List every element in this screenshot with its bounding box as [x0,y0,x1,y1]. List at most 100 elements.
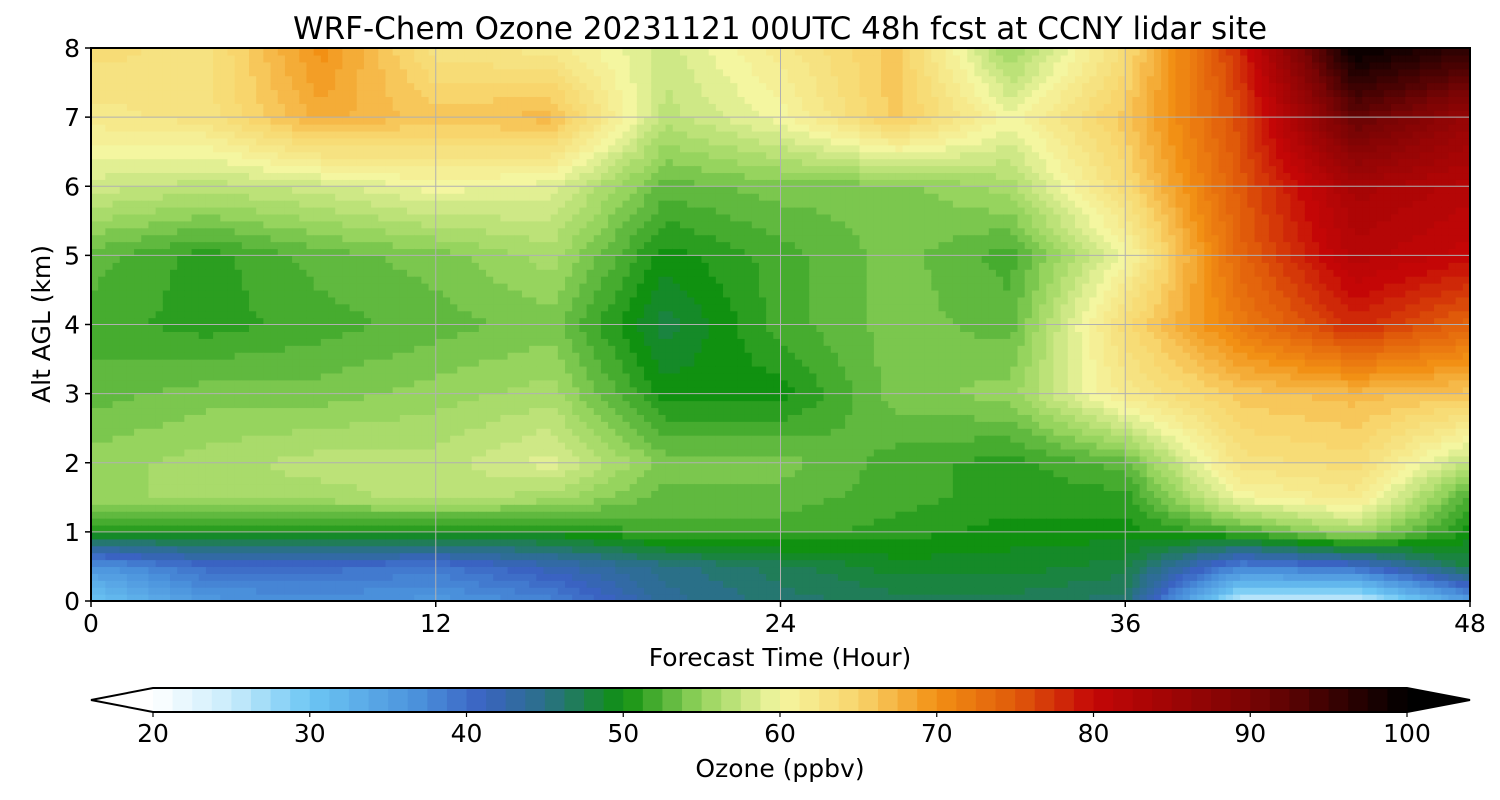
heatmap-cell [191,276,200,284]
heatmap-cell [105,213,114,222]
heatmap-cell [335,324,343,333]
heatmap-cell [529,96,537,104]
heatmap-cell [263,448,272,457]
heatmap-cell [335,296,343,305]
heatmap-cell [184,248,193,256]
heatmap-cell [363,490,372,498]
heatmap-cell [450,490,458,498]
heatmap-cell [385,110,394,118]
heatmap-cell [306,545,315,554]
heatmap-cell [213,407,221,415]
heatmap-cell [356,338,365,346]
heatmap-cell [313,455,322,464]
heatmap-cell [363,359,372,367]
heatmap-cell [119,504,128,512]
heatmap-cell [385,303,394,312]
heatmap-cell [442,296,451,305]
heatmap-cell [227,428,236,436]
heatmap-cell [428,559,437,568]
heatmap-cell [478,497,487,505]
heatmap-cell [105,289,114,298]
heatmap-cell [486,262,494,270]
heatmap-cell [205,193,214,201]
heatmap-cell [191,110,200,118]
heatmap-cell [328,497,336,505]
heatmap-cell [320,580,329,588]
heatmap-cell [493,580,501,588]
heatmap-cell [407,262,415,270]
heatmap-cell [227,220,236,229]
heatmap-cell [320,310,329,319]
heatmap-cell [98,110,106,118]
heatmap-cell [457,289,466,298]
heatmap-cell [471,414,480,422]
heatmap-cell [184,269,193,277]
heatmap-cell [378,296,387,305]
heatmap-cell [335,504,343,512]
heatmap-cell [126,580,135,588]
heatmap-cell [521,573,530,581]
heatmap-cell [191,511,200,519]
heatmap-cell [134,566,142,574]
heatmap-cell [407,469,415,478]
heatmap-cell [292,276,300,284]
heatmap-cell [141,296,150,305]
heatmap-cell [299,455,308,464]
heatmap-cell [105,241,114,250]
heatmap-cell [478,48,487,56]
heatmap-cell [91,359,99,367]
heatmap-cell [457,262,466,270]
heatmap-cell [299,255,308,263]
heatmap-cell [428,137,437,146]
heatmap-cell [227,365,236,374]
heatmap-cell [105,393,114,402]
heatmap-cell [299,296,308,305]
heatmap-cell [270,414,279,422]
heatmap-cell [241,68,250,77]
heatmap-cell [313,372,322,381]
heatmap-cell [450,518,458,526]
heatmap-cell [342,407,351,415]
heatmap-cell [521,379,530,388]
heatmap-cell [450,428,458,436]
heatmap-cell [328,206,336,215]
heatmap-cell [399,165,408,174]
heatmap-cell [464,310,473,319]
heatmap-cell [270,393,279,402]
heatmap-cell [98,455,106,464]
heatmap-cell [371,151,379,160]
heatmap-cell [249,124,257,132]
heatmap-cell [241,483,250,491]
heatmap-cell [521,317,530,326]
heatmap-cell [335,193,343,201]
heatmap-cell [184,82,193,91]
heatmap-cell [263,48,272,56]
heatmap-cell [500,213,509,222]
heatmap-cell [198,359,207,367]
heatmap-cell [148,130,157,139]
heatmap-cell [306,524,315,533]
heatmap-cell [284,172,293,180]
heatmap-cell [249,352,257,360]
heatmap-cell [493,117,501,125]
heatmap-cell [105,89,114,97]
heatmap-cell [170,414,178,422]
heatmap-cell [529,559,537,568]
heatmap-cell [98,400,106,409]
heatmap-cell [198,137,207,146]
heatmap-cell [220,117,229,125]
heatmap-cell [435,566,444,574]
heatmap-cell [213,165,221,174]
heatmap-cell [363,89,372,97]
heatmap-cell [191,469,200,478]
heatmap-cell [191,296,200,305]
heatmap-cell [342,379,351,388]
heatmap-cell [435,117,444,125]
heatmap-cell [141,144,150,153]
heatmap-cell [170,75,178,84]
heatmap-cell [421,538,430,547]
heatmap-cell [529,504,537,512]
heatmap-cell [198,587,207,595]
heatmap-cell [112,393,121,402]
heatmap-cell [342,545,351,554]
